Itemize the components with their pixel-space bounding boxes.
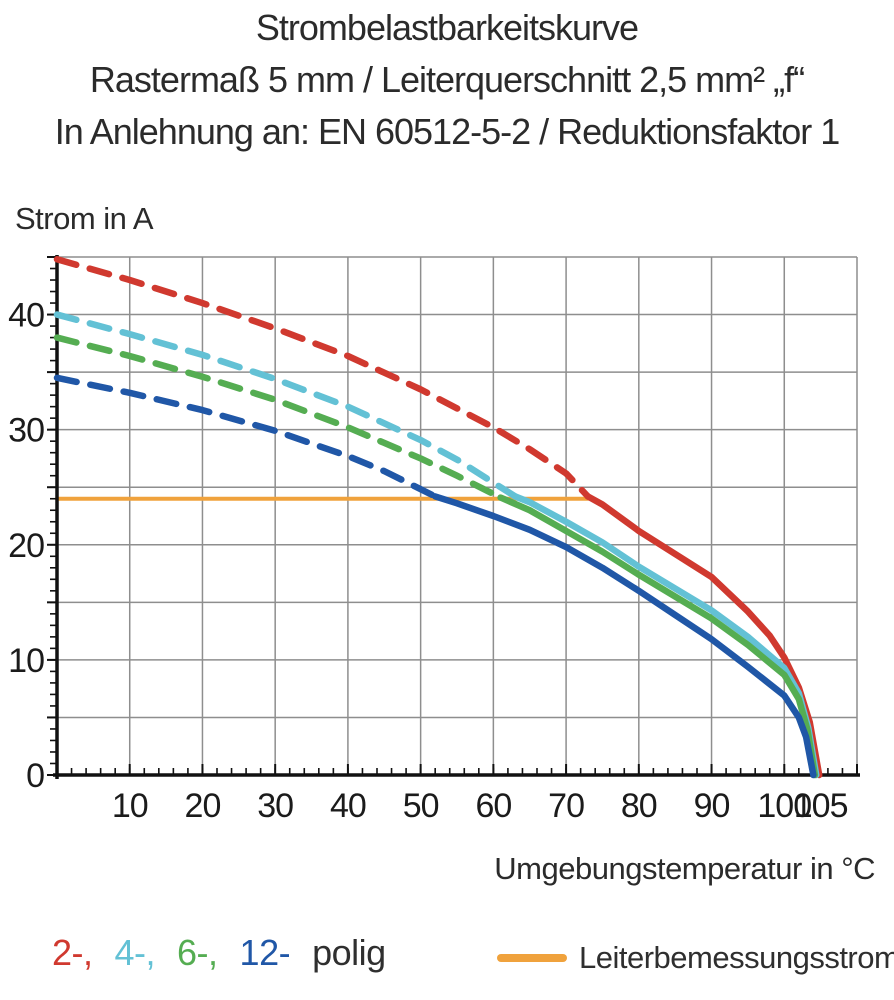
legend-pole-item-4: 4-,	[114, 932, 156, 973]
series-dashed-2-polig	[53, 256, 592, 500]
x-tick-label: 105	[794, 787, 848, 825]
chart-title-line3: In Anlehnung an: EN 60512-5-2 / Reduktio…	[54, 111, 841, 152]
x-tick-label: 60	[475, 787, 511, 825]
x-tick-label: 30	[257, 787, 293, 825]
series-solid-12-polig	[431, 493, 817, 779]
x-tick-label: 100	[757, 787, 811, 825]
y-tick-label: 0	[26, 757, 44, 795]
series-dashed-4-polig	[53, 311, 519, 500]
legend-pole-item-6: 6-,	[177, 932, 218, 973]
x-tick-label: 10	[112, 787, 148, 825]
series-solid-6-polig	[497, 494, 819, 779]
chart-title-line1: Strombelastbarkeitskurve	[255, 7, 639, 48]
series-dashed-12-polig	[53, 374, 439, 500]
reference-line-swatch	[497, 954, 567, 962]
legend-poles: 2-, 4-, 6-, 12- polig	[52, 932, 386, 974]
chart-title: Strombelastbarkeitskurve Rastermaß 5 mm …	[0, 2, 894, 158]
x-tick-label: 20	[185, 787, 221, 825]
y-tick-label: 20	[8, 527, 44, 565]
chart-title-line2: Rastermaß 5 mm / Leiterquerschnitt 2,5 m…	[89, 59, 805, 100]
legend-pole-item-2: 2-,	[52, 932, 93, 973]
y-tick-label: 10	[8, 642, 44, 680]
x-axis-title: Umgebungstemperatur in °C	[494, 851, 875, 886]
y-tick-label: 40	[8, 297, 44, 335]
legend-pole-item-12: 12-	[239, 932, 291, 973]
legend-pole-suffix: polig	[312, 932, 386, 973]
legend-reference: Leiterbemessungsstrom	[497, 936, 894, 980]
x-tick-label: 70	[548, 787, 584, 825]
x-tick-label: 40	[330, 787, 366, 825]
y-tick-label: 30	[8, 412, 44, 450]
y-axis-title: Strom in A	[15, 201, 154, 236]
x-tick-label: 50	[403, 787, 439, 825]
series-dashed-6-polig	[53, 334, 504, 501]
reference-line-label: Leiterbemessungsstrom	[579, 940, 894, 975]
x-tick-label: 80	[621, 787, 657, 825]
x-tick-label: 90	[694, 787, 730, 825]
